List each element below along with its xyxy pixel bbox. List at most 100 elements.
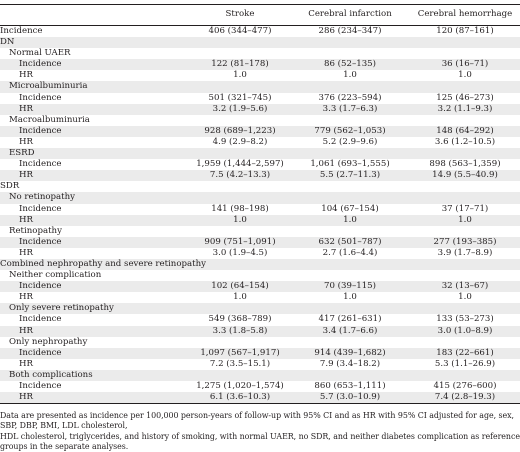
row-value: 3.2 (1.1–9.3) [410,103,520,115]
row-label: Both complications [0,369,190,381]
row-value [410,48,520,59]
row-value [290,337,410,348]
row-label: Incidence [19,203,62,214]
row-value: 5.5 (2.7–11.3) [290,170,410,182]
row-label: Retinopathy [9,225,62,236]
row-value: 70 (39–115) [290,281,410,293]
column-header-cerebral-hemorrhage: Cerebral hemorrhage [417,9,513,20]
row-value [290,303,410,315]
row-value [410,226,520,237]
table-row: Combined nephropathy and severe retinopa… [0,258,520,271]
row-value: 86 (52–135) [290,59,410,71]
table-row: HR 7.2 (3.5–15.1) 7.9 (3.4–18.2) 5.3 (1.1–2… [0,359,520,370]
footnote-line-1: Data are presented as incidence per 100,… [0,411,514,431]
row-value: 3.4 (1.7–6.6) [290,325,410,337]
row-label: Only nephropathy [9,336,88,347]
row-label: HR [19,136,33,147]
row-value: 779 (562–1,053) [290,125,410,137]
row-value [190,270,290,281]
row-value [190,369,290,381]
row-value [190,148,290,160]
table-row: Incidence 501 (321–745) 376 (223–594) 125 (… [0,93,520,104]
row-value: 1.0 [458,70,472,81]
table-row: HR 7.5 (4.2–13.3) 5.5 (2.7–11.3) 14.9 (5.5–… [0,170,520,182]
row-value: 3.6 (1.2–10.5) [434,136,496,147]
row-value [290,81,410,93]
table-row: Only nephropathy [0,337,520,348]
row-label: Normal UAER [9,48,71,59]
table-row: HR 4.9 (2.9–8.2) 5.2 (2.9–9.6) 3.6 (1.2–10.… [0,137,520,148]
row-label: HR [19,70,33,81]
page: Stroke Cerebral infarction Cerebral hemo… [0,4,520,451]
row-value [410,337,520,348]
row-label: No retinopathy [0,192,190,204]
row-value [410,270,520,281]
table-row: Incidence 1,959 (1,444–2,597) 1,061 (693–1… [0,159,520,170]
row-value: 928 (689–1,223) [190,125,290,137]
table-row: Incidence 122 (81–178) 86 (52–135) 36 (16–7… [0,59,520,71]
column-header-label [0,5,190,26]
column-header-cerebral-infarction: Cerebral infarction [308,9,392,20]
row-value [410,81,520,93]
row-value [290,226,410,237]
row-label: HR [0,214,190,226]
row-label: ESRD [0,148,190,160]
row-value [290,369,410,381]
row-label: Only severe retinopathy [0,303,190,315]
row-value: 1.0 [343,70,357,81]
table-row: Incidence 141 (98–198) 104 (67–154) 37 (17–… [0,204,520,215]
row-value [290,270,410,281]
row-value: 1.0 [290,214,410,226]
row-label: HR [19,358,33,369]
row-value: 5.3 (1.1–26.9) [434,358,496,369]
row-label: HR [0,392,190,405]
row-value [290,37,410,49]
row-label: Incidence [19,314,62,325]
row-value: 148 (64–292) [410,125,520,137]
row-value [190,258,290,271]
row-label: Incidence [0,236,190,248]
table-row: HR 6.1 (3.6–10.3) 5.7 (3.0–10.9) 7.4 (2.8–1… [0,392,520,405]
row-label: Combined nephropathy and severe retinopa… [0,258,206,271]
table-row: Incidence 1,097 (567–1,917) 914 (439–1,682… [0,347,520,359]
row-value: 125 (46–273) [436,92,494,103]
table-row: Incidence 909 (751–1,091) 632 (501–787) 277… [0,236,520,248]
row-value: 6.1 (3.6–10.3) [190,392,290,405]
table-row: HR 3.2 (1.9–5.6) 3.3 (1.7–6.3) 3.2 (1.1–9.3… [0,103,520,115]
row-value [410,192,520,204]
row-label: HR [19,292,33,303]
row-label: Incidence [0,281,190,293]
row-label: Incidence [19,381,62,391]
row-value: 7.4 (2.8–19.3) [410,392,520,405]
row-value [410,369,520,381]
row-value: 898 (563–1,359) [429,159,501,170]
row-value: 1.0 [190,214,290,226]
row-value: 14.9 (5.5–40.9) [410,170,520,182]
table-row: Incidence 1,275 (1,020–1,574) 860 (653–1,1… [0,381,520,392]
row-label: HR [0,170,190,182]
row-label: HR [0,325,190,337]
row-value: 4.9 (2.9–8.2) [212,136,268,147]
row-value [290,192,410,204]
row-value: 3.0 (1.9–4.5) [212,247,268,258]
row-label: Microalbuminuria [0,81,190,93]
row-value [190,192,290,204]
row-value: 415 (276–600) [433,381,497,391]
row-label: HR [0,103,190,115]
row-value: 1.0 [343,292,357,303]
row-value: 104 (67–154) [321,203,379,214]
footnote-line-2: HDL cholesterol, triglycerides, and hist… [0,431,520,451]
row-value: 632 (501–787) [290,236,410,248]
row-value: 1.0 [233,70,247,81]
row-label: HR [19,247,33,258]
table-row: HR 3.0 (1.9–4.5) 2.7 (1.6–4.4) 3.9 (1.7–8.9… [0,248,520,259]
row-value: 120 (87–161) [436,26,494,36]
row-value: 860 (653–1,111) [314,381,386,391]
table-body: Incidence 406 (344–477) 286 (234–347) 120 (… [0,26,520,405]
table-row: Only severe retinopathy [0,303,520,315]
row-value [190,37,290,49]
table-row: Incidence 102 (64–154) 70 (39–115) 32 (13–6… [0,281,520,293]
table-row: ESRD [0,148,520,160]
row-value: 5.7 (3.0–10.9) [290,392,410,405]
row-value: 277 (193–385) [410,236,520,248]
